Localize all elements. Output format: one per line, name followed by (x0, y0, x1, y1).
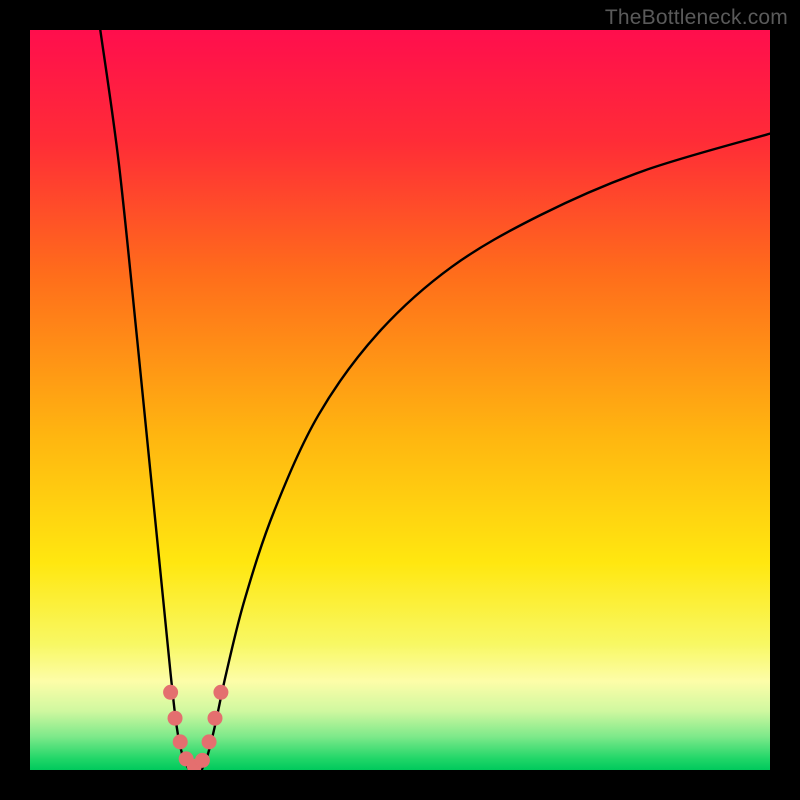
marker-dot (163, 685, 178, 700)
bottleneck-chart-svg (30, 30, 770, 770)
marker-dot (168, 711, 183, 726)
plot-area (30, 30, 770, 770)
marker-dot (208, 711, 223, 726)
gradient-background (30, 30, 770, 770)
watermark-label: TheBottleneck.com (605, 6, 788, 30)
marker-dot (195, 753, 210, 768)
marker-dot (213, 685, 228, 700)
marker-dot (173, 734, 188, 749)
marker-dot (202, 734, 217, 749)
